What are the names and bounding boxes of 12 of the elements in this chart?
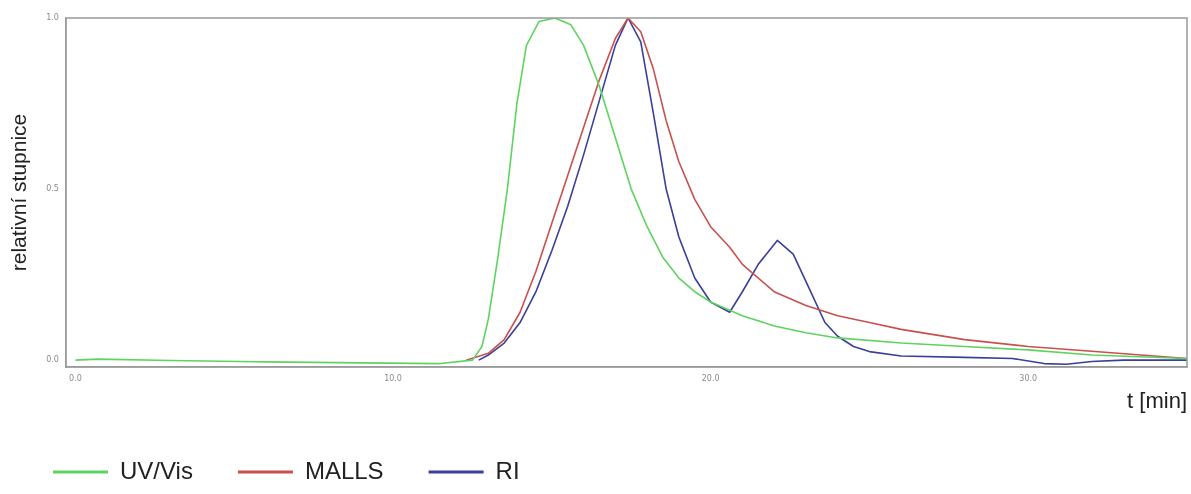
y-axis-title: relativní stupnice (7, 113, 31, 272)
legend-label: UV/Vis (120, 456, 193, 484)
x-tick-label: 30.0 (1019, 373, 1038, 383)
y-tick-label: 0.5 (46, 184, 59, 194)
x-tick-label: 0.0 (69, 373, 82, 383)
legend-label: RI (495, 456, 520, 484)
y-tick-label: 0.0 (46, 355, 59, 365)
x-axis-title: t [min] (1127, 387, 1187, 413)
y-tick-label: 1.0 (46, 13, 59, 23)
x-tick-label: 10.0 (384, 373, 402, 383)
x-tick-label: 20.0 (701, 373, 720, 383)
legend-label: MALLS (304, 456, 384, 484)
